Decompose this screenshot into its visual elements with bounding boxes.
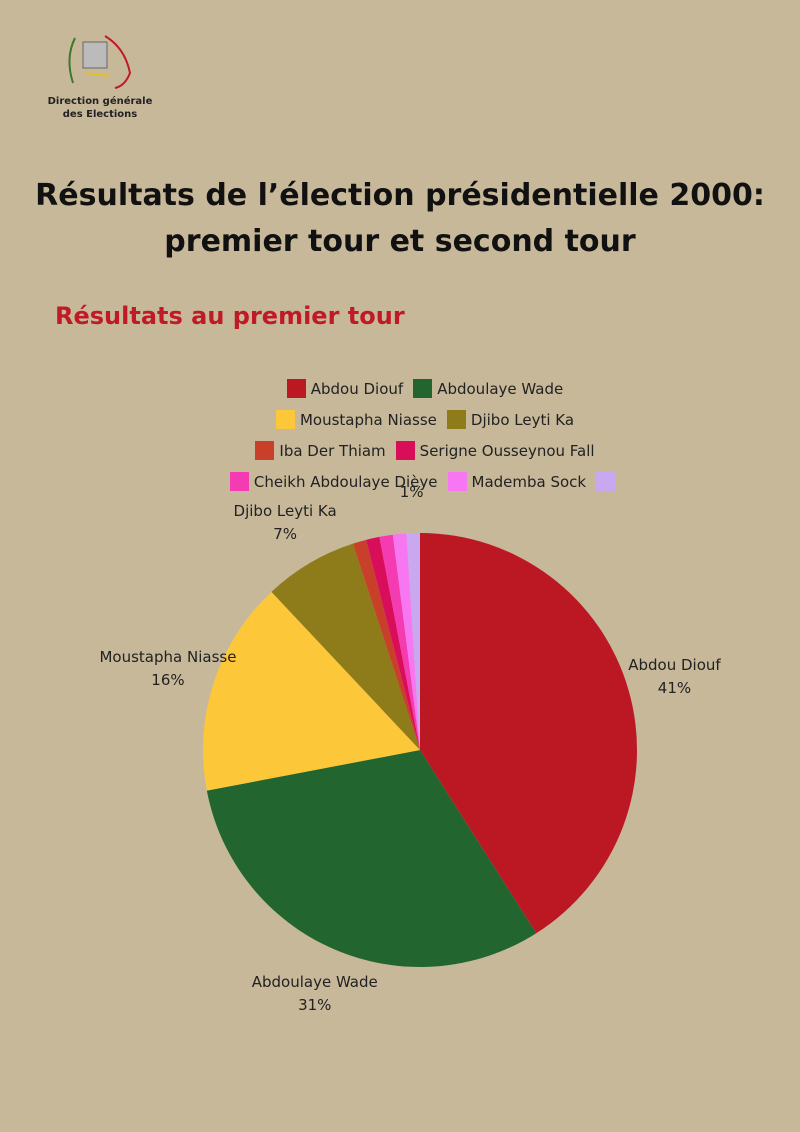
legend-label: Serigne Ousseynou Fall bbox=[419, 441, 595, 460]
pie-slice bbox=[271, 543, 420, 750]
legend-swatch bbox=[395, 441, 415, 460]
legend-swatch bbox=[286, 379, 306, 398]
slice-label: Moustapha Niasse bbox=[99, 648, 236, 666]
legend-label: Mademba Sock bbox=[471, 472, 587, 491]
legend-swatch bbox=[447, 472, 467, 491]
slice-label: Abdoulaye Wade bbox=[252, 973, 378, 991]
pie-slice bbox=[206, 750, 537, 967]
pie-slice bbox=[406, 533, 420, 750]
title: Résultats de l’élection présidentielle 2… bbox=[35, 178, 765, 213]
legend-swatch bbox=[596, 472, 616, 491]
legend-label: Djibo Leyti Ka bbox=[470, 410, 575, 429]
legend-item: Moustapha Niasse bbox=[275, 409, 437, 430]
legend-swatch bbox=[275, 410, 295, 429]
value-label: 7% bbox=[273, 525, 297, 543]
legend-item: Abdoulaye Wade bbox=[413, 378, 563, 399]
pie-slice bbox=[420, 533, 638, 934]
legend-swatch bbox=[413, 379, 433, 398]
legend-label: Iba Der Thiam bbox=[279, 441, 386, 460]
legend-item bbox=[596, 471, 620, 492]
legend-item: Cheikh Abdoulaye Dièye bbox=[229, 471, 438, 492]
pie-slice bbox=[352, 539, 420, 750]
slice-label: Abdou Diouf bbox=[628, 656, 721, 674]
logo bbox=[68, 35, 132, 89]
legend-item: Iba Der Thiam bbox=[255, 440, 386, 461]
logo-text: Direction générale bbox=[47, 96, 153, 107]
pie-slice bbox=[203, 591, 420, 791]
legend-item: Serigne Ousseynou Fall bbox=[395, 440, 595, 461]
value-label: 16% bbox=[151, 671, 184, 689]
legend-label: Abdou Diouf bbox=[310, 379, 404, 398]
legend-swatch bbox=[446, 410, 466, 429]
legend-item: Djibo Leyti Ka bbox=[446, 409, 575, 430]
pie-slice bbox=[366, 536, 420, 750]
legend-swatch bbox=[229, 472, 249, 491]
legend-item: Mademba Sock bbox=[447, 471, 587, 492]
slice-label: Djibo Leyti Ka bbox=[234, 502, 337, 520]
legend-swatch bbox=[255, 441, 275, 460]
legend-label: Moustapha Niasse bbox=[299, 410, 437, 429]
section-title: Résultats au premier tour bbox=[55, 302, 405, 330]
value-label: 41% bbox=[658, 679, 691, 697]
pie-slice bbox=[379, 534, 420, 750]
pie-slice bbox=[392, 533, 420, 750]
value-label: 31% bbox=[298, 996, 331, 1014]
title: premier tour et second tour bbox=[164, 224, 636, 259]
legend: Abdou Diouf Abdoulaye Wade Moustapha Niass… bbox=[210, 378, 640, 492]
legend-label: Abdoulaye Wade bbox=[437, 379, 564, 398]
logo-text: des Elections bbox=[62, 109, 138, 120]
legend-label: Cheikh Abdoulaye Dièye bbox=[253, 472, 438, 491]
legend-item: Abdou Diouf bbox=[286, 378, 404, 399]
